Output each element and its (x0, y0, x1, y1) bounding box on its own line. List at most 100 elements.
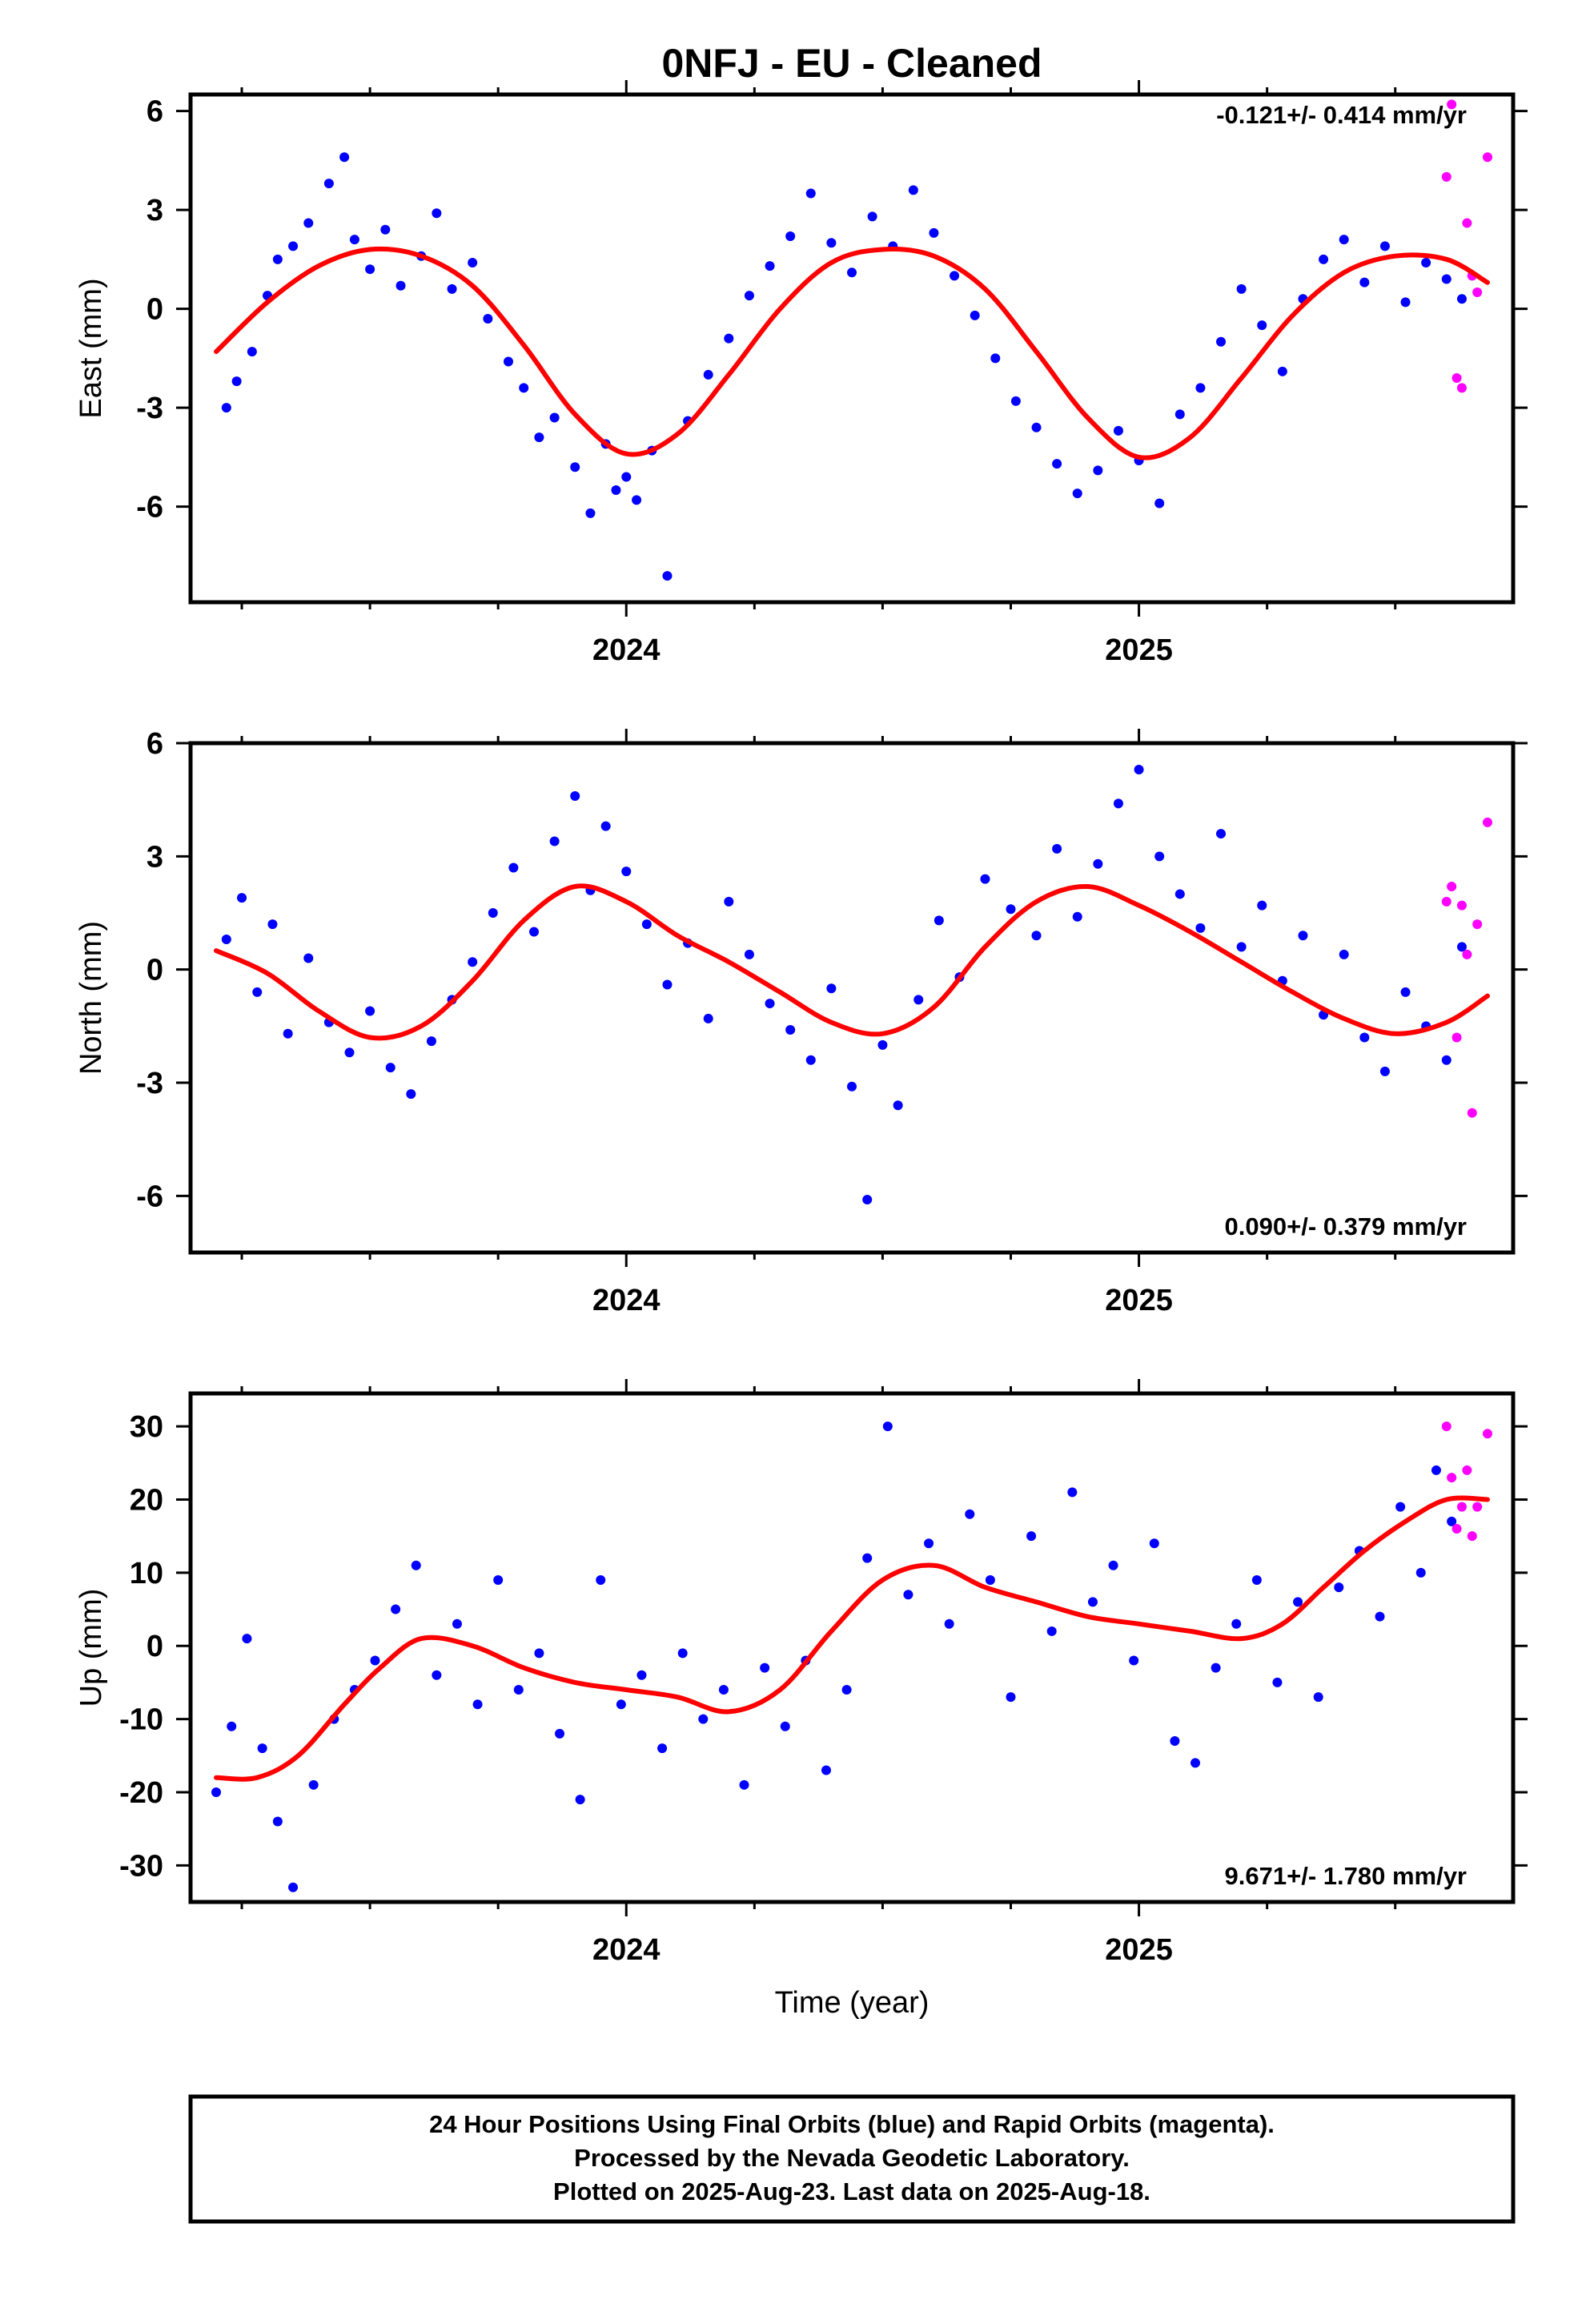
east-final-point (1031, 422, 1042, 432)
east-ytick-label: 0 (147, 293, 163, 327)
up-final-point (432, 1670, 442, 1680)
east-final-point (339, 152, 350, 163)
footer-frame (188, 2094, 1516, 2224)
east-final-point (432, 208, 442, 219)
north-ytick-label: -3 (136, 1067, 163, 1100)
up-final-point (616, 1699, 626, 1710)
east-final-point (724, 333, 734, 344)
north-final-point (1257, 900, 1267, 911)
north-final-point (221, 934, 231, 944)
east-final-point (1421, 257, 1431, 267)
east-final-point (1359, 277, 1370, 287)
north-final-point (1134, 764, 1144, 774)
north-final-point (621, 866, 632, 877)
north-final-point (344, 1047, 355, 1058)
up-final-point (1006, 1692, 1016, 1703)
north-final-point (283, 1028, 293, 1039)
up-final-point (944, 1618, 954, 1629)
up-final-point (257, 1743, 267, 1754)
up-final-point (657, 1743, 668, 1754)
east-rapid-point (1462, 218, 1472, 228)
north-ylabel: North (mm) (74, 921, 108, 1075)
east-ytick-label: 3 (147, 194, 163, 227)
east-final-point (503, 356, 513, 367)
north-rapid-point (1452, 1032, 1462, 1043)
up-final-point (1108, 1560, 1118, 1570)
east-final-point (570, 462, 580, 472)
up-final-point (903, 1590, 913, 1600)
up-final-point (1447, 1516, 1457, 1526)
north-plot-area (214, 764, 1492, 1205)
east-final-point (380, 224, 391, 235)
east-final-point (534, 432, 544, 443)
up-plot-frame (188, 1391, 1516, 1904)
north-final-point (1379, 1066, 1390, 1076)
up-final-point (1334, 1582, 1344, 1593)
east-final-point (468, 257, 478, 267)
north-final-point (1093, 858, 1103, 869)
north-final-point (1339, 949, 1349, 959)
east-final-point (1379, 241, 1390, 251)
footer-box: 24 Hour Positions Using Final Orbits (bl… (188, 2094, 1516, 2224)
up-final-point (575, 1795, 585, 1805)
up-final-point (718, 1685, 729, 1695)
north-plot-frame (188, 741, 1516, 1255)
up-final-point (1129, 1655, 1139, 1666)
east-final-point (744, 291, 754, 301)
east-final-point (585, 508, 596, 518)
up-final-point (841, 1685, 852, 1695)
up-final-point (739, 1779, 749, 1790)
up-final-point (370, 1655, 380, 1666)
north-rate-label: 0.090+/- 0.379 mm/yr (1225, 1212, 1467, 1240)
east-final-point (303, 218, 314, 228)
east-xtick-label: 2024 (592, 633, 661, 667)
east-final-point (1010, 396, 1021, 406)
up-final-point (1415, 1567, 1426, 1578)
north-final-point (744, 949, 754, 959)
east-final-point (805, 188, 816, 199)
north-final-point (847, 1081, 857, 1092)
east-final-point (703, 369, 713, 380)
north-final-point (385, 1063, 396, 1073)
east-final-point (1456, 294, 1467, 304)
north-final-point (1298, 931, 1308, 941)
up-final-point (862, 1553, 873, 1563)
up-ytick-label: -30 (119, 1849, 163, 1883)
north-final-point (934, 915, 944, 926)
up-final-point (452, 1618, 462, 1629)
up-xtick-label: 2025 (1105, 1933, 1173, 1967)
up-final-point (288, 1882, 299, 1892)
north-rapid-point (1467, 1108, 1477, 1118)
up-final-point (1231, 1618, 1242, 1629)
up-final-point (1272, 1677, 1283, 1687)
east-final-point (1093, 465, 1103, 476)
up-final-point (1313, 1692, 1323, 1703)
east-final-point (272, 254, 283, 264)
up-rapid-point (1462, 1465, 1472, 1475)
up-final-point (1191, 1758, 1201, 1768)
north-final-point (267, 919, 278, 930)
up-rapid-point (1472, 1502, 1483, 1512)
up-xtick-label: 2024 (592, 1933, 661, 1967)
north-final-point (303, 953, 314, 963)
east-ytick-label: -3 (136, 392, 163, 425)
up-final-point (965, 1509, 975, 1519)
north-final-point (1400, 987, 1411, 997)
north-final-point (641, 919, 652, 930)
up-final-point (698, 1714, 709, 1724)
north-final-point (1456, 942, 1467, 952)
up-rapid-point (1456, 1502, 1467, 1512)
east-final-point (990, 353, 1001, 364)
east-rapid-point (1441, 171, 1452, 182)
north-final-point (662, 979, 673, 990)
north-final-point (1359, 1032, 1370, 1043)
east-plot-frame (188, 92, 1516, 605)
north-ytick-label: 3 (147, 840, 163, 874)
east-rate-label: -0.121+/- 0.414 mm/yr (1216, 101, 1467, 129)
east-final-point (1072, 489, 1082, 499)
east-final-point (1195, 383, 1206, 393)
east-final-point (221, 403, 231, 413)
north-final-point (1195, 923, 1206, 933)
north-model-curve (214, 883, 1490, 1041)
